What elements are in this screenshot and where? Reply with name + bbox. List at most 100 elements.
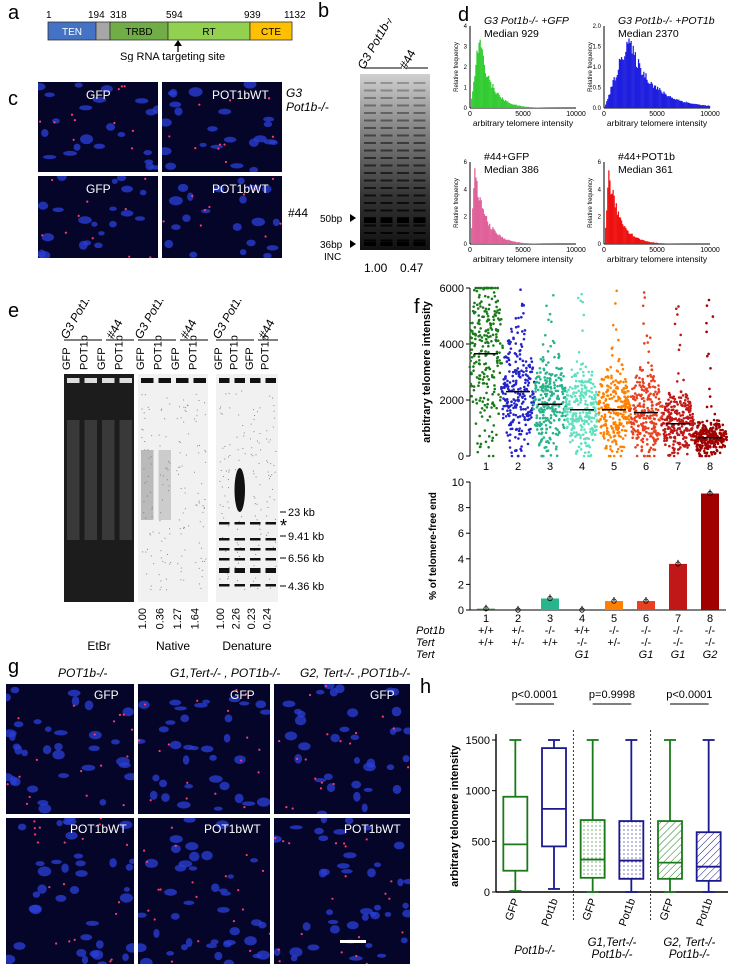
f-pot1b-5: -/- — [641, 625, 652, 637]
e-marker-0: 23 kb — [288, 507, 315, 519]
b-quant-2: 0.47 — [400, 261, 424, 275]
e-marker-1: 9.41 kb — [288, 531, 324, 543]
f-scatter-0 — [468, 286, 504, 458]
f-gen-6: G1 — [671, 649, 686, 658]
panel-label-a: a — [8, 2, 20, 24]
h-box-1 — [541, 739, 567, 890]
histogram-3: 0 2 4 6 Relative frequency 0 5000 10000arbitrar… — [588, 151, 720, 264]
f-bot-ytick-1: 2 — [458, 579, 464, 591]
f-top-xtick-6: 7 — [675, 461, 681, 473]
f-pot1b-1: +/- — [511, 625, 524, 637]
h-ytick-3: 1500 — [466, 735, 490, 747]
micro-c1: GFP — [38, 82, 158, 172]
f-top-ytick-0: 0 — [458, 451, 464, 463]
svg-text:3: 3 — [464, 45, 468, 51]
domain-diagram: 1 194 318 594 939 1132 TEN TRBD RT CTE Sg RNA ta… — [46, 10, 306, 62]
f-tert-6: -/- — [673, 637, 684, 649]
h-xlabel-2: GFP — [580, 897, 599, 922]
h-pvalue-1: p=0.9998 — [589, 689, 635, 701]
f-top-xtick-3: 4 — [579, 461, 585, 473]
hist-median-2: Median 386 — [484, 164, 539, 176]
svg-text:0: 0 — [464, 242, 468, 248]
svg-text:5000: 5000 — [515, 111, 531, 118]
f-scatter-4 — [597, 289, 632, 458]
h-group-2-1: Pot1b-/- — [669, 949, 710, 961]
svg-text:0: 0 — [468, 247, 472, 254]
g-col-title-3: G2, Tert-/- ,POT1b-/- — [300, 666, 411, 680]
f-tert-2: +/+ — [542, 637, 558, 649]
h-group-1-0: G1,Tert-/- — [588, 937, 637, 949]
svg-text:4: 4 — [598, 187, 602, 193]
h-ytick-2: 1000 — [466, 786, 490, 798]
e-lane-0-0: GFP — [61, 347, 73, 370]
g-col-title-2: G1,Tert-/- , POT1b-/- — [170, 666, 281, 680]
f-top-xtick-7: 8 — [707, 461, 713, 473]
f-tert-5: -/- — [641, 637, 652, 649]
hist-median-1: Median 2370 — [618, 28, 679, 40]
panel-label-c: c — [8, 88, 18, 110]
f-bar-2 — [541, 598, 559, 610]
f-top-ytick-1: 2000 — [440, 395, 464, 407]
e-lane-0-2: GFP — [96, 347, 108, 370]
micro-g5: POT1bWT — [138, 818, 270, 964]
marker-50bp: 50bp — [320, 214, 343, 225]
hist-title-0: G3 Pot1b-/- +GFP — [484, 15, 569, 27]
svg-text:6: 6 — [464, 160, 468, 166]
f-bot-xtick-0: 1 — [483, 613, 489, 625]
h-box-2 — [579, 739, 606, 893]
hist-xlabel: arbitrary telomere intensity — [473, 118, 574, 128]
e-gel-label-0: EtBr — [87, 639, 110, 653]
svg-text:4: 4 — [464, 24, 468, 30]
domain-label-0: TEN — [62, 27, 82, 38]
h-ytick-0: 0 — [484, 887, 490, 899]
f-bot-xtick-4: 5 — [611, 613, 617, 625]
svg-text:2.0: 2.0 — [593, 24, 602, 30]
micro-g4: POT1bWT — [6, 818, 134, 964]
hist-xlabel: arbitrary telomere intensity — [607, 118, 708, 128]
e-lane-1-3: POT1b — [188, 335, 200, 370]
f-top-xtick-4: 5 — [611, 461, 617, 473]
hist-median-3: Median 361 — [618, 164, 673, 176]
b-quant-1: 1.00 — [364, 261, 388, 275]
h-pvalue-2: p<0.0001 — [666, 689, 712, 701]
e-header-g3-1: G3 Pot1b-/- — [131, 300, 174, 341]
f-tert-7: -/- — [705, 637, 716, 649]
svg-text:0: 0 — [464, 106, 468, 112]
svg-text:10000: 10000 — [700, 111, 720, 118]
micro-c4: POT1bWT — [162, 176, 282, 258]
f-top-ylabel: arbitrary telomere intensity — [421, 300, 433, 443]
svg-text:2: 2 — [598, 215, 602, 221]
e-quant-0-1: 0.36 — [155, 608, 167, 629]
e-quant-0-0: 1.00 — [137, 608, 149, 629]
gel-1 — [138, 374, 208, 602]
c-row-label-1: G3 Pot1b-/- — [286, 86, 329, 114]
e-quant-1-0: 1.00 — [215, 608, 227, 629]
micro-g6: POT1bWT — [274, 818, 410, 964]
h-pvalue-0: p<0.0001 — [512, 689, 558, 701]
hist-ylabel: Relative frequency — [588, 42, 594, 92]
panel-label-e: e — [8, 300, 20, 322]
f-row-name-2: Tert — [416, 649, 435, 658]
e-lane-2-3: POT1b — [260, 335, 272, 370]
position-0: 1 — [46, 10, 52, 21]
panel-h: 0 500 1000 1500 arbitrary telomere intensity… — [449, 689, 728, 961]
f-bar-0 — [477, 608, 495, 610]
e-lane-2-1: POT1b — [229, 335, 241, 370]
e-header-g3-0: G3 Pot1b-/- — [57, 300, 100, 341]
e-gel-label-1: Native — [156, 639, 190, 653]
panel-label-g: g — [8, 656, 20, 678]
domain-label-3: RT — [202, 27, 215, 38]
f-bot-xtick-2: 3 — [547, 613, 553, 625]
svg-text:6: 6 — [598, 160, 602, 166]
f-top-ytick-3: 6000 — [440, 283, 464, 295]
hist-ylabel: Relative frequency — [454, 42, 460, 92]
svg-text:10000: 10000 — [566, 247, 586, 254]
f-pot1b-2: -/- — [545, 625, 556, 637]
f-top-xtick-1: 2 — [515, 461, 521, 473]
svg-text:4: 4 — [464, 187, 468, 193]
e-marker-2: 6.56 kb — [288, 553, 324, 565]
e-lane-2-0: GFP — [213, 347, 225, 370]
f-row-name-1: Tert — [416, 637, 435, 649]
sg-label: Sg RNA targeting site — [120, 51, 225, 62]
f-scatter-1 — [500, 288, 536, 458]
